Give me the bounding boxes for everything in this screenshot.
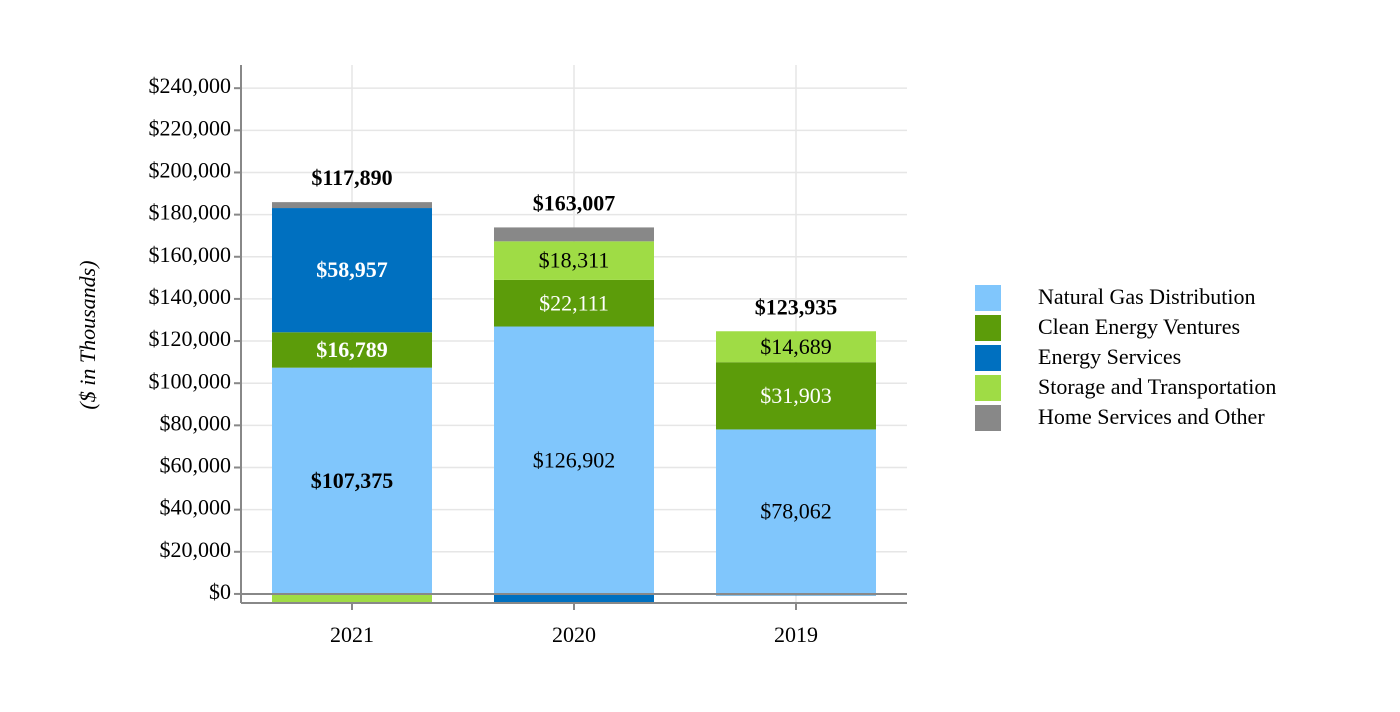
total-label: $117,890 bbox=[311, 165, 392, 190]
bar-segment bbox=[494, 241, 654, 280]
y-tick-label: $180,000 bbox=[149, 200, 232, 225]
legend-label: Home Services and Other bbox=[1038, 404, 1265, 429]
bar-segment bbox=[716, 429, 876, 594]
bar-segment bbox=[716, 362, 876, 430]
y-tick-label: $140,000 bbox=[149, 284, 232, 309]
bar-segment bbox=[494, 326, 654, 594]
y-tick-label: $120,000 bbox=[149, 326, 232, 351]
bar-segment bbox=[716, 331, 876, 363]
y-tick-label: $240,000 bbox=[149, 73, 232, 98]
x-tick-label: 2021 bbox=[330, 622, 374, 647]
legend-swatch bbox=[975, 285, 1001, 311]
bar-segment bbox=[272, 332, 432, 368]
x-tick-label: 2020 bbox=[552, 622, 596, 647]
y-tick-label: $200,000 bbox=[149, 158, 232, 183]
y-tick-label: $60,000 bbox=[160, 453, 232, 478]
legend-label: Natural Gas Distribution bbox=[1038, 284, 1256, 309]
value-label: $107,375 bbox=[311, 468, 394, 493]
value-label: $22,111 bbox=[539, 290, 609, 315]
value-label: $31,903 bbox=[760, 383, 832, 408]
value-label: $16,789 bbox=[316, 337, 388, 362]
labels: $0 $20,000 $40,000 $60,000 $80,000 $100,000 $1… bbox=[149, 65, 1276, 647]
legend-swatch bbox=[975, 405, 1001, 431]
y-axis-label: ($ in Thousands) bbox=[75, 260, 100, 409]
y-tick-label: $220,000 bbox=[149, 115, 232, 140]
y-tick-label: $0 bbox=[209, 579, 231, 604]
bar-segment bbox=[272, 367, 432, 594]
legend-label: Storage and Transportation bbox=[1038, 374, 1276, 399]
bar-segment bbox=[494, 593, 654, 603]
value-label: $126,902 bbox=[533, 447, 616, 472]
bar-segment bbox=[272, 208, 432, 333]
legend-swatch bbox=[975, 315, 1001, 341]
value-label: $18,311 bbox=[539, 248, 610, 273]
total-label: $123,935 bbox=[755, 294, 838, 319]
y-tick-label: $160,000 bbox=[149, 242, 232, 267]
bar-segment bbox=[494, 279, 654, 327]
value-label: $78,062 bbox=[760, 499, 832, 524]
legend-swatch bbox=[975, 375, 1001, 401]
bars bbox=[272, 202, 876, 603]
value-label: $58,957 bbox=[316, 257, 388, 282]
y-tick-label: $80,000 bbox=[160, 410, 232, 435]
bar-segment bbox=[494, 227, 654, 242]
total-label: $163,007 bbox=[533, 190, 616, 215]
bar-segment bbox=[272, 593, 432, 603]
x-tick-label: 2019 bbox=[774, 622, 818, 647]
bar-segment bbox=[272, 202, 432, 209]
legend-label: Energy Services bbox=[1038, 344, 1181, 369]
y-tick-label: $100,000 bbox=[149, 368, 232, 393]
legend-swatch bbox=[975, 345, 1001, 371]
y-tick-label: $20,000 bbox=[160, 537, 232, 562]
value-label: $14,689 bbox=[760, 334, 832, 359]
legend-label: Clean Energy Ventures bbox=[1038, 314, 1240, 339]
y-tick-label: $40,000 bbox=[160, 495, 232, 520]
